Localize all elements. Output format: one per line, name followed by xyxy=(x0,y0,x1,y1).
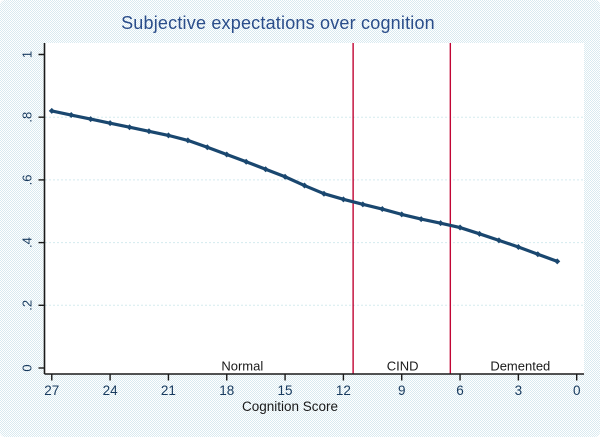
data-point-marker xyxy=(379,206,386,213)
x-tick-label: 15 xyxy=(278,383,293,398)
data-point-marker xyxy=(87,116,94,123)
data-point-marker xyxy=(398,211,405,218)
x-tick-label: 18 xyxy=(219,383,234,398)
x-tick-label: 12 xyxy=(336,383,351,398)
data-point-marker xyxy=(184,137,191,144)
data-point-marker xyxy=(515,243,522,250)
x-tick-label: 0 xyxy=(573,383,581,398)
data-point-marker xyxy=(107,120,114,127)
y-tick-label: .2 xyxy=(19,300,34,311)
data-point-marker xyxy=(223,151,230,158)
data-point-marker xyxy=(126,124,133,131)
region-label-demented: Demented xyxy=(490,359,550,374)
data-point-marker xyxy=(418,216,425,223)
data-point-marker xyxy=(476,230,483,237)
data-point-marker xyxy=(282,173,289,180)
plot-area xyxy=(44,43,584,374)
chart-title: Subjective expectations over cognition xyxy=(121,13,435,33)
data-point-marker xyxy=(320,190,327,197)
data-point-marker xyxy=(495,237,502,244)
data-point-marker xyxy=(145,128,152,135)
x-tick-label: 24 xyxy=(103,383,119,398)
data-point-marker xyxy=(165,132,172,139)
data-point-marker xyxy=(340,196,347,203)
x-tick-label: 21 xyxy=(161,383,176,398)
data-point-marker xyxy=(457,224,464,231)
data-point-marker xyxy=(554,258,561,265)
data-point-marker xyxy=(359,201,366,208)
region-label-normal: Normal xyxy=(221,359,263,374)
y-tick-label: 1 xyxy=(19,51,34,58)
y-tick-label: .6 xyxy=(19,174,34,185)
y-tick-label: .4 xyxy=(19,237,34,248)
x-tick-label: 3 xyxy=(515,383,523,398)
y-tick-label: 0 xyxy=(19,364,34,371)
data-point-marker xyxy=(437,220,444,227)
x-tick-label: 27 xyxy=(44,383,59,398)
region-label-cind: CIND xyxy=(387,359,419,374)
data-point-marker xyxy=(48,107,55,114)
y-tick-label: .8 xyxy=(19,112,34,123)
x-tick-label: 6 xyxy=(456,383,464,398)
x-tick-label: 9 xyxy=(398,383,406,398)
data-point-marker xyxy=(301,182,308,189)
data-point-marker xyxy=(243,158,250,165)
x-axis-title: Cognition Score xyxy=(241,399,339,414)
data-point-marker xyxy=(68,112,75,119)
data-point-marker xyxy=(262,166,269,173)
data-point-marker xyxy=(534,251,541,258)
data-point-marker xyxy=(204,144,211,151)
